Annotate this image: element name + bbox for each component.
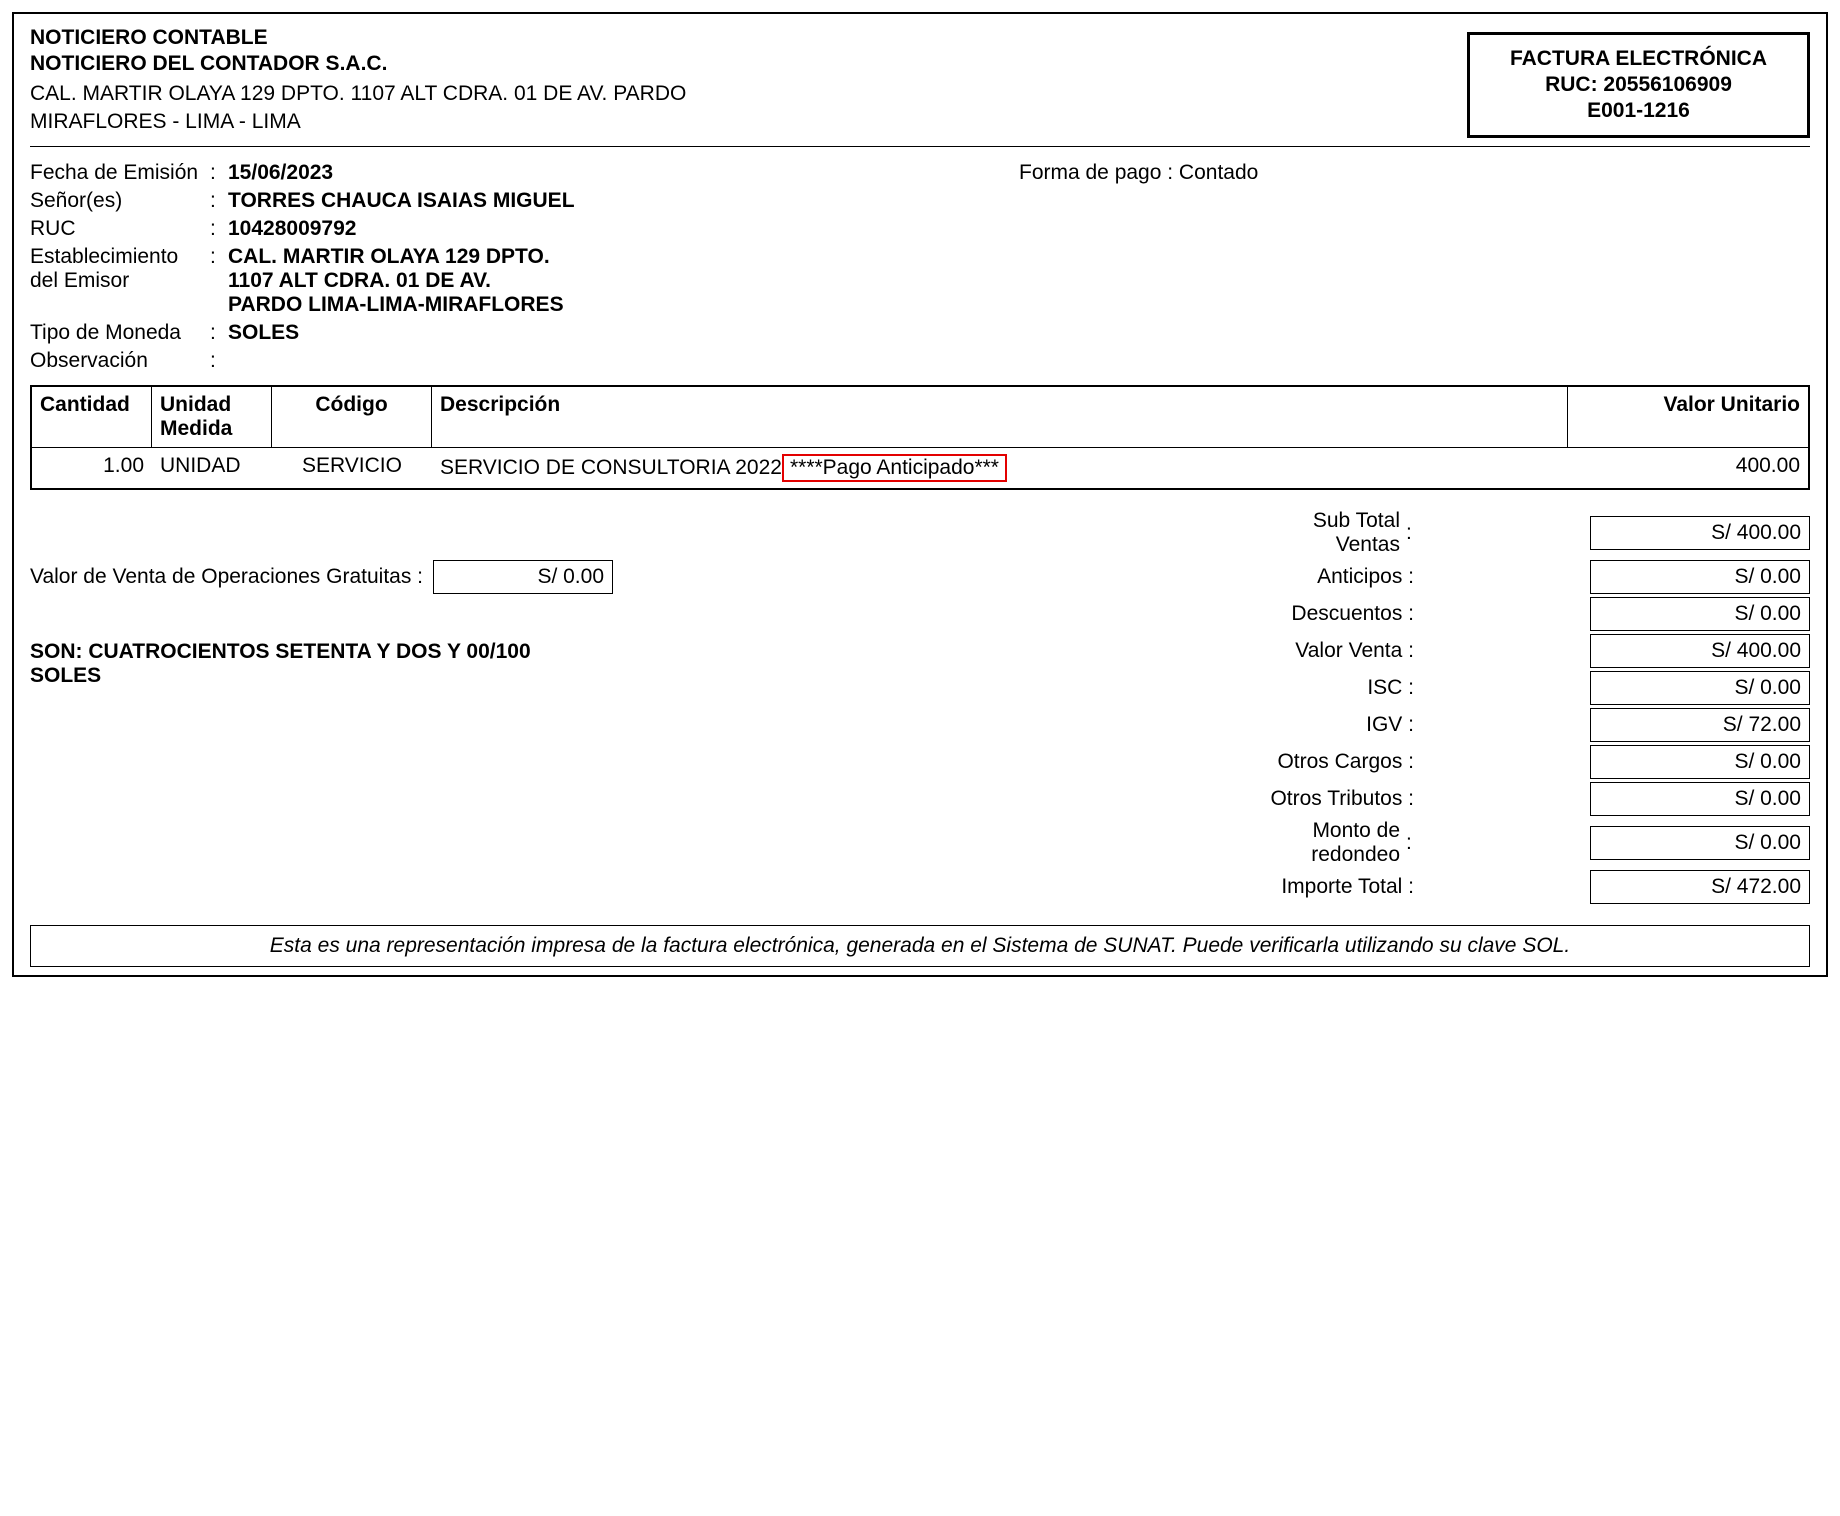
col-descripcion: Descripción (432, 387, 1568, 447)
label-descuentos: Descuentos : (1210, 602, 1420, 626)
cell-cantidad: 1.00 (32, 448, 152, 488)
issuer-address-2: MIRAFLORES - LIMA - LIMA (30, 110, 1447, 134)
label-moneda: Tipo de Moneda (30, 321, 210, 345)
value-senor: TORRES CHAUCA ISAIAS MIGUEL (228, 189, 1810, 213)
cell-codigo: SERVICIO (272, 448, 432, 488)
document-type-box: FACTURA ELECTRÓNICA RUC: 20556106909 E00… (1467, 32, 1810, 138)
col-codigo: Código (272, 387, 432, 447)
value-valorventa: S/ 400.00 (1590, 634, 1810, 668)
doc-serial: E001-1216 (1510, 99, 1767, 123)
label-fecha: Fecha de Emisión (30, 161, 210, 185)
value-redondeo: S/ 0.00 (1590, 826, 1810, 860)
col-valor: Valor Unitario (1568, 387, 1808, 447)
pago-anticipado-highlight: ****Pago Anticipado*** (782, 454, 1007, 482)
label-isc: ISC : (1210, 676, 1420, 700)
label-ruc: RUC (30, 217, 210, 241)
value-otroscargos: S/ 0.00 (1590, 745, 1810, 779)
value-ruc: 10428009792 (228, 217, 1810, 241)
value-igv: S/ 72.00 (1590, 708, 1810, 742)
totals-column: Sub Total Ventas : S/ 400.00 Anticipos :… (1210, 506, 1810, 907)
label-anticipos: Anticipos : (1210, 565, 1420, 589)
cell-valor: 400.00 (1568, 448, 1808, 488)
value-descuentos: S/ 0.00 (1590, 597, 1810, 631)
value-establecimiento: CAL. MARTIR OLAYA 129 DPTO. 1107 ALT CDR… (228, 245, 1810, 317)
value-subtotal: S/ 400.00 (1590, 516, 1810, 550)
gratuitas-row: Valor de Venta de Operaciones Gratuitas … (30, 560, 1190, 594)
table-row: 1.00 UNIDAD SERVICIO SERVICIO DE CONSULT… (32, 448, 1808, 488)
header-row: NOTICIERO CONTABLE NOTICIERO DEL CONTADO… (30, 26, 1810, 147)
col-cantidad: Cantidad (32, 387, 152, 447)
cell-unidad: UNIDAD (152, 448, 272, 488)
gratuitas-label: Valor de Venta de Operaciones Gratuitas … (30, 565, 423, 589)
issuer-block: NOTICIERO CONTABLE NOTICIERO DEL CONTADO… (30, 26, 1447, 138)
value-isc: S/ 0.00 (1590, 671, 1810, 705)
issuer-address-1: CAL. MARTIR OLAYA 129 DPTO. 1107 ALT CDR… (30, 82, 1447, 106)
label-observacion: Observación (30, 349, 210, 373)
footer-disclaimer: Esta es una representación impresa de la… (30, 925, 1810, 967)
issuer-title: NOTICIERO CONTABLE (30, 26, 1447, 50)
label-subtotal: Sub Total Ventas (1210, 509, 1406, 557)
value-anticipos: S/ 0.00 (1590, 560, 1810, 594)
label-valorventa: Valor Venta : (1210, 639, 1420, 663)
amount-in-words: SON: CUATROCIENTOS SETENTA Y DOS Y 00/10… (30, 640, 590, 688)
label-otrostributos: Otros Tributos : (1210, 787, 1420, 811)
gratuitas-value: S/ 0.00 (433, 560, 613, 594)
label-otroscargos: Otros Cargos : (1210, 750, 1420, 774)
items-header: Cantidad Unidad Medida Código Descripció… (32, 387, 1808, 448)
value-otrostributos: S/ 0.00 (1590, 782, 1810, 816)
bottom-left: Valor de Venta de Operaciones Gratuitas … (30, 506, 1190, 688)
label-importe: Importe Total : (1210, 875, 1420, 899)
label-redondeo: Monto de redondeo (1210, 819, 1406, 867)
value-fecha: 15/06/2023 (228, 161, 1019, 185)
cell-descripcion: SERVICIO DE CONSULTORIA 2022****Pago Ant… (432, 448, 1568, 488)
label-senor: Señor(es) (30, 189, 210, 213)
items-table: Cantidad Unidad Medida Código Descripció… (30, 385, 1810, 490)
totals-area: Valor de Venta de Operaciones Gratuitas … (30, 506, 1810, 907)
value-forma-pago: Forma de pago : Contado (1019, 161, 1810, 185)
info-block: Fecha de Emisión : 15/06/2023 Forma de p… (30, 147, 1810, 385)
value-importe: S/ 472.00 (1590, 870, 1810, 904)
col-unidad: Unidad Medida (152, 387, 272, 447)
label-establecimiento: Establecimiento del Emisor (30, 245, 210, 293)
value-moneda: SOLES (228, 321, 1810, 345)
doc-ruc: RUC: 20556106909 (1510, 73, 1767, 97)
label-igv: IGV : (1210, 713, 1420, 737)
doc-type: FACTURA ELECTRÓNICA (1510, 47, 1767, 71)
desc-text: SERVICIO DE CONSULTORIA 2022 (440, 456, 782, 479)
invoice-container: NOTICIERO CONTABLE NOTICIERO DEL CONTADO… (12, 12, 1828, 977)
issuer-company-name: NOTICIERO DEL CONTADOR S.A.C. (30, 52, 1447, 76)
